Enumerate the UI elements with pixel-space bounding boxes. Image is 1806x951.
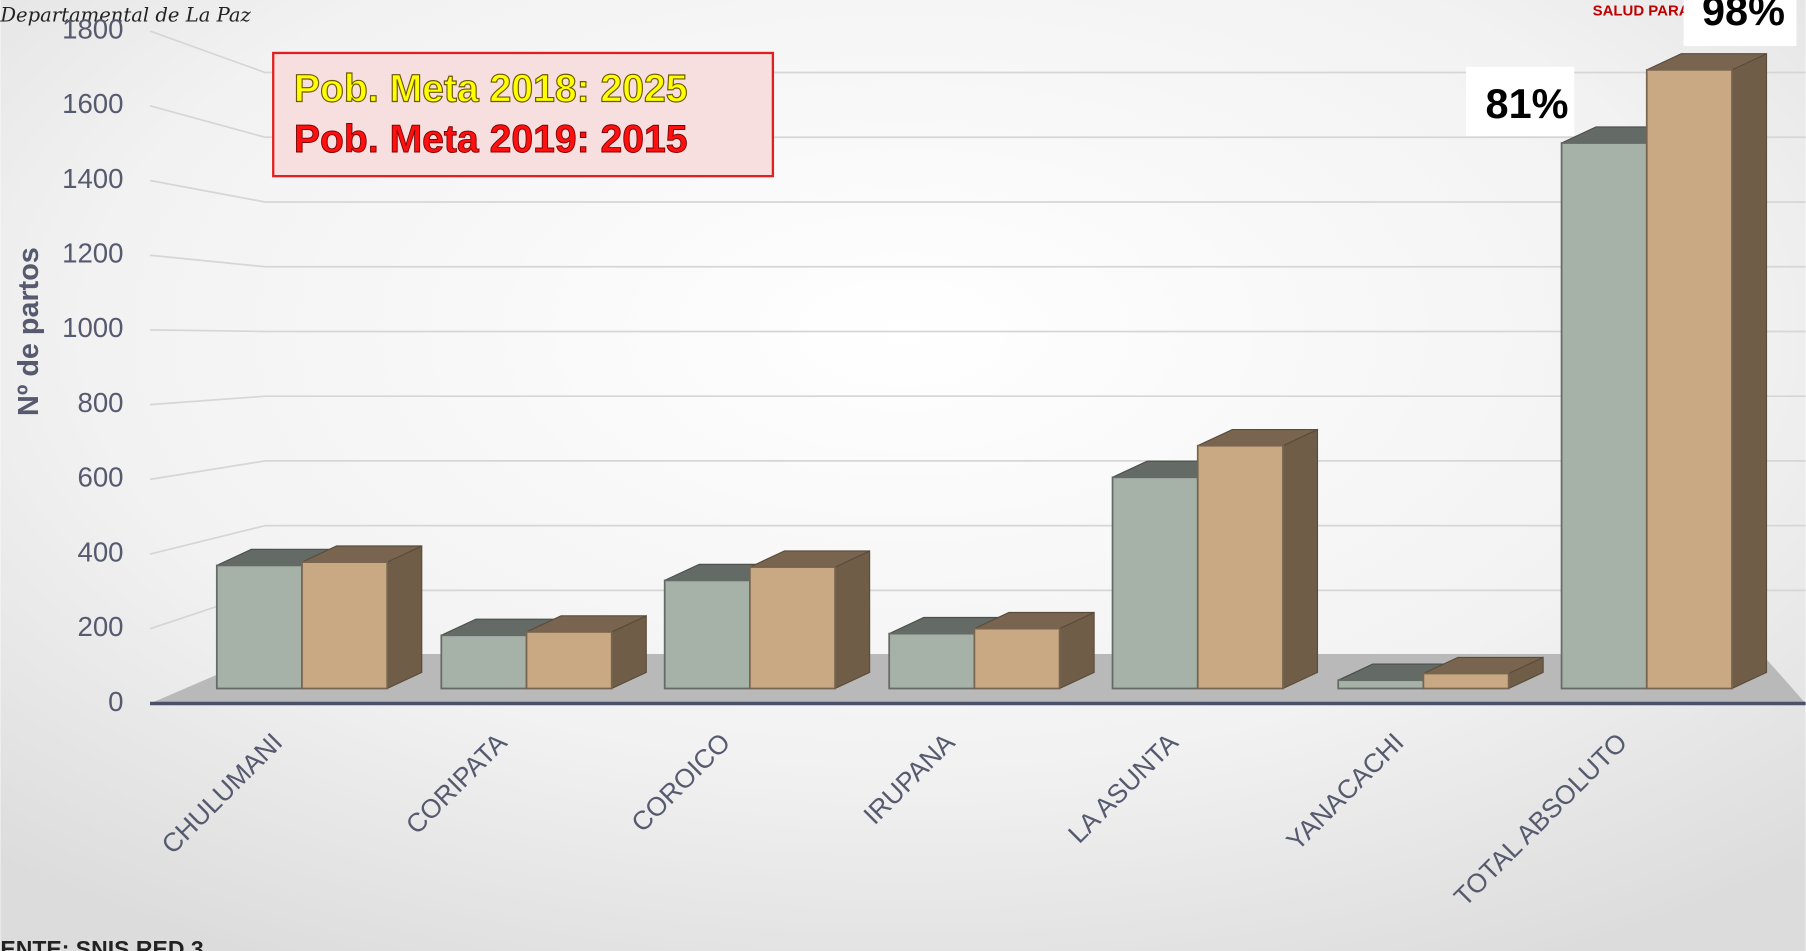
- y-tick-label: 1200: [62, 238, 123, 269]
- bar: [1422, 672, 1510, 690]
- label-box: [1683, 0, 1797, 47]
- grid-line: [149, 395, 1806, 406]
- grid-line: [149, 30, 1806, 74]
- grid-line: [149, 104, 1806, 139]
- bar: [1111, 476, 1199, 690]
- y-tick-label: 1600: [62, 88, 123, 119]
- y-tick-label: 1800: [62, 13, 123, 44]
- bar-side: [1731, 52, 1768, 690]
- percent-label: 81%: [1486, 80, 1569, 127]
- bar: [1337, 679, 1425, 690]
- annotation: Pob. Meta 2018: 2025: [294, 67, 688, 110]
- bar: [215, 564, 303, 690]
- bar-side: [834, 550, 871, 690]
- grid-line: [149, 179, 1806, 203]
- label-box: [1466, 66, 1575, 136]
- bar: [301, 561, 389, 690]
- bar: [888, 632, 976, 690]
- grid-line: [149, 254, 1806, 268]
- y-tick-label: 400: [77, 536, 123, 567]
- bar: [1560, 142, 1648, 690]
- y-tick-label: 600: [77, 462, 123, 493]
- bar-side: [386, 545, 423, 690]
- bar: [663, 579, 751, 690]
- y-tick-label: 1400: [62, 163, 123, 194]
- bar: [749, 566, 836, 690]
- percent-label: 98%: [1702, 0, 1785, 34]
- grid-line: [150, 329, 1806, 333]
- bar: [1196, 444, 1284, 690]
- y-tick-label: 0: [108, 686, 123, 717]
- bar: [1645, 68, 1733, 690]
- y-tick-label: 200: [77, 611, 123, 642]
- bar: [440, 634, 528, 690]
- bar-side: [1282, 428, 1319, 690]
- bars: [215, 52, 1768, 690]
- bar: [973, 627, 1061, 690]
- source: ENTE: SNIS RED 3: [0, 936, 203, 951]
- annotation-box: [272, 51, 775, 178]
- y-tick-label: 800: [77, 387, 123, 418]
- grid: [149, 30, 1806, 630]
- y-tick-label: 1000: [62, 312, 123, 343]
- y-axis-label: Nº de partos: [13, 247, 45, 416]
- annotation: Pob. Meta 2019: 2015: [294, 118, 688, 161]
- header-text: Departamental de La Paz: [0, 4, 252, 27]
- bar: [525, 631, 613, 690]
